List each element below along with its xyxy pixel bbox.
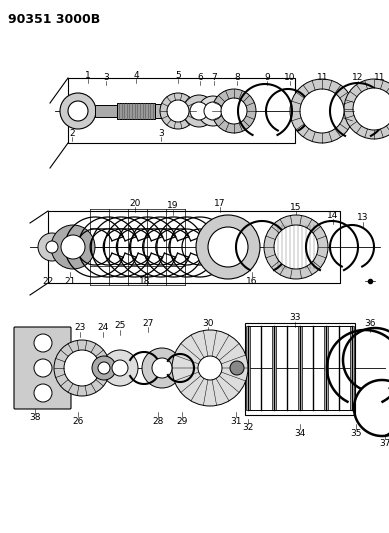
Circle shape: [152, 358, 172, 378]
Bar: [155, 104, 165, 118]
Circle shape: [300, 89, 344, 133]
Text: 32: 32: [242, 424, 254, 432]
Bar: [117, 103, 155, 119]
Text: 3: 3: [158, 128, 164, 138]
Circle shape: [92, 356, 116, 380]
Text: 38: 38: [29, 414, 41, 423]
Text: 14: 14: [327, 211, 339, 220]
Circle shape: [112, 360, 128, 376]
Circle shape: [344, 79, 389, 139]
Text: 90351 3000B: 90351 3000B: [8, 13, 100, 26]
Bar: [350, 326, 354, 410]
Text: 29: 29: [176, 416, 187, 425]
Circle shape: [221, 98, 247, 124]
Text: 3: 3: [103, 72, 109, 82]
Circle shape: [190, 102, 208, 120]
Text: 2: 2: [69, 128, 75, 138]
Circle shape: [274, 225, 318, 269]
Text: 21: 21: [64, 277, 76, 286]
Circle shape: [61, 235, 85, 259]
Text: 30: 30: [202, 319, 214, 327]
Circle shape: [60, 93, 96, 129]
Circle shape: [172, 330, 248, 406]
Circle shape: [167, 100, 189, 122]
Bar: [298, 326, 302, 410]
Circle shape: [46, 241, 58, 253]
Circle shape: [290, 79, 354, 143]
Text: 28: 28: [152, 416, 164, 425]
Text: 17: 17: [214, 198, 226, 207]
Bar: [324, 326, 328, 410]
FancyBboxPatch shape: [14, 327, 71, 409]
Bar: [272, 326, 276, 410]
Circle shape: [68, 101, 88, 121]
Circle shape: [64, 350, 100, 386]
Text: 1: 1: [85, 70, 91, 79]
Circle shape: [34, 384, 52, 402]
Circle shape: [204, 102, 222, 120]
Text: 9: 9: [264, 72, 270, 82]
Text: 33: 33: [289, 313, 301, 322]
Circle shape: [208, 227, 248, 267]
Circle shape: [34, 334, 52, 352]
Text: 22: 22: [42, 277, 54, 286]
Text: 10: 10: [284, 72, 296, 82]
Circle shape: [196, 215, 260, 279]
Circle shape: [353, 88, 389, 130]
Text: 11: 11: [374, 74, 386, 83]
Text: 36: 36: [364, 319, 376, 327]
Text: 20: 20: [129, 198, 141, 207]
Circle shape: [98, 362, 110, 374]
Text: 26: 26: [72, 416, 84, 425]
Circle shape: [54, 340, 110, 396]
Circle shape: [212, 89, 256, 133]
Circle shape: [142, 348, 182, 388]
Text: 15: 15: [290, 203, 302, 212]
Circle shape: [230, 361, 244, 375]
Circle shape: [160, 93, 196, 129]
Circle shape: [38, 233, 66, 261]
Text: 16: 16: [246, 277, 258, 286]
Text: 8: 8: [234, 72, 240, 82]
Text: 12: 12: [352, 72, 364, 82]
Bar: [246, 326, 250, 410]
Circle shape: [198, 96, 228, 126]
Circle shape: [34, 359, 52, 377]
Text: 23: 23: [74, 324, 86, 333]
Text: 4: 4: [133, 70, 139, 79]
Circle shape: [102, 350, 138, 386]
Text: 11: 11: [317, 72, 329, 82]
Text: 37: 37: [379, 439, 389, 448]
Circle shape: [198, 356, 222, 380]
Text: 34: 34: [294, 429, 306, 438]
Text: 5: 5: [175, 70, 181, 79]
Text: 18: 18: [139, 277, 151, 286]
Circle shape: [264, 215, 328, 279]
Circle shape: [183, 95, 215, 127]
Text: 31: 31: [230, 416, 242, 425]
Text: 6: 6: [197, 72, 203, 82]
Text: 7: 7: [211, 72, 217, 82]
Text: 24: 24: [97, 324, 109, 333]
Text: 35: 35: [350, 429, 362, 438]
Text: 27: 27: [142, 319, 154, 327]
Text: 19: 19: [167, 201, 179, 211]
Text: 25: 25: [114, 321, 126, 330]
Bar: [95, 105, 117, 117]
Circle shape: [51, 225, 95, 269]
Text: 13: 13: [357, 214, 369, 222]
